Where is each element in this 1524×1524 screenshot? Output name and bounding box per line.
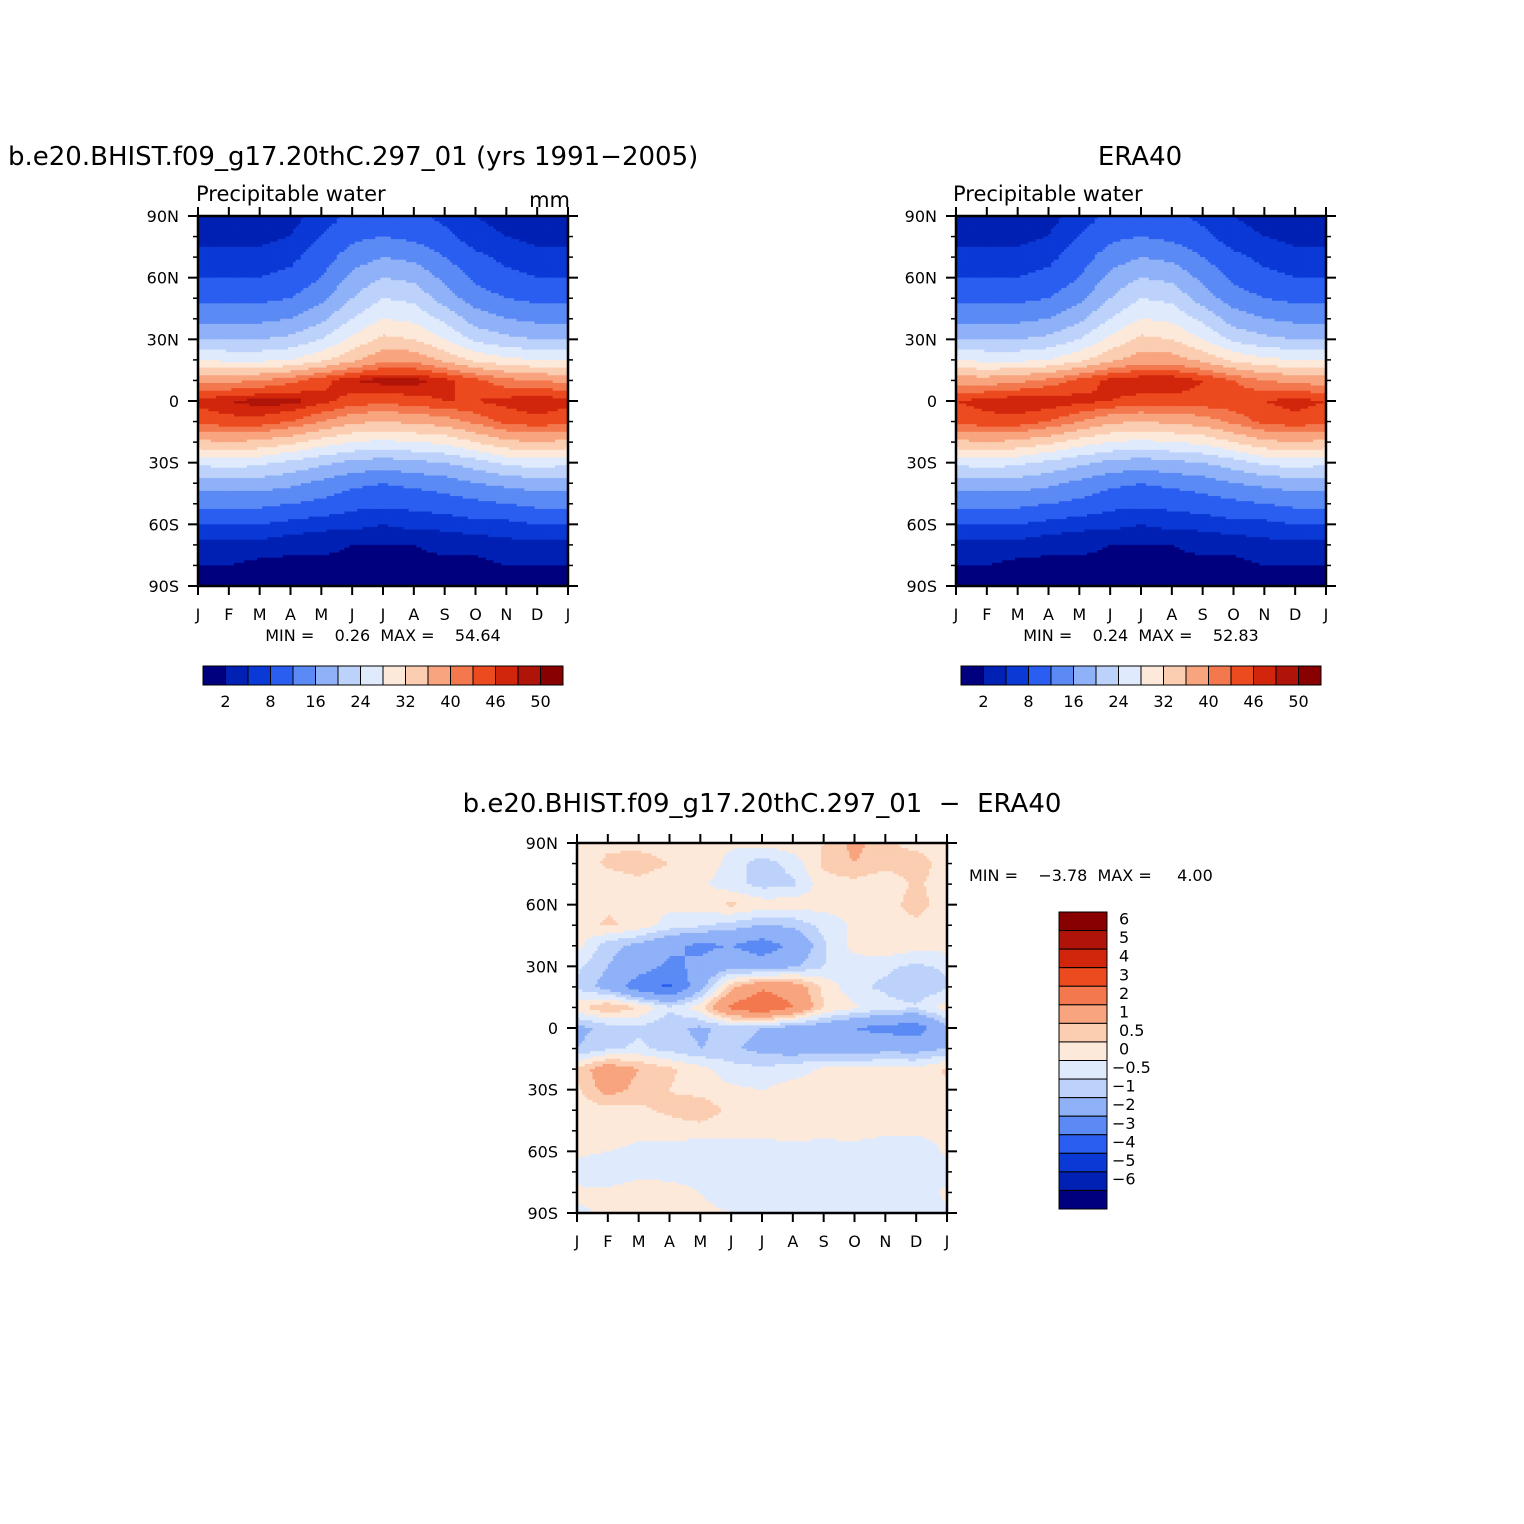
panel3-title: b.e20.BHIST.f09_g17.20thC.297_01 − ERA40 bbox=[463, 789, 1062, 819]
panel2-title: ERA40 bbox=[1098, 142, 1182, 172]
contour-field bbox=[198, 216, 569, 587]
panel1-subtitle: Precipitable water bbox=[196, 182, 386, 206]
panel2-stats: MIN = 0.24 MAX = 52.83 bbox=[1023, 626, 1258, 645]
panel3-stats: MIN = −3.78 MAX = 4.00 bbox=[969, 866, 1213, 885]
panel2-subtitle: Precipitable water bbox=[953, 182, 1143, 206]
panel1-units: mm bbox=[529, 188, 570, 212]
panel1-title: b.e20.BHIST.f09_g17.20thC.297_01 (yrs 19… bbox=[8, 142, 698, 172]
panel1-stats: MIN = 0.26 MAX = 54.64 bbox=[265, 626, 500, 645]
